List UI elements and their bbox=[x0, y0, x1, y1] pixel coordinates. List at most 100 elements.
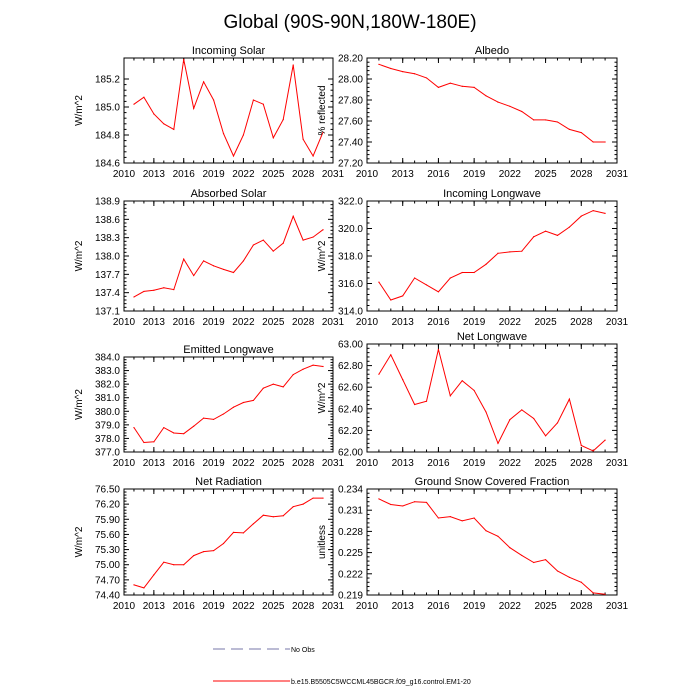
x-tick-label: 2022 bbox=[232, 458, 255, 469]
y-tick-label: 380.0 bbox=[95, 407, 120, 418]
legend-label-model: b.e15.B5505C5WCCML45BGCR.f09_g16.control… bbox=[291, 679, 471, 686]
data-point bbox=[497, 535, 499, 537]
y-tick-label: 378.0 bbox=[95, 434, 120, 445]
data-point bbox=[322, 497, 324, 499]
x-tick-label: 2010 bbox=[113, 169, 136, 180]
data-point bbox=[232, 531, 235, 534]
data-point bbox=[292, 374, 294, 376]
figure-title: Global (90S-90N,180W-180E) bbox=[223, 12, 476, 33]
x-tick-label: 2013 bbox=[143, 458, 166, 469]
x-tick-label: 2022 bbox=[499, 458, 522, 469]
data-point bbox=[242, 532, 245, 534]
data-point bbox=[544, 559, 547, 561]
data-point bbox=[521, 110, 523, 113]
x-tick-label: 2028 bbox=[570, 601, 593, 612]
data-point bbox=[153, 113, 155, 115]
data-point bbox=[378, 373, 380, 375]
data-point bbox=[282, 386, 284, 388]
data-point bbox=[449, 515, 451, 518]
panel-3: Absorbed Solar W/m^2 2010 2013 2016 2019 2022 2… bbox=[74, 188, 345, 328]
panel-frame bbox=[123, 200, 334, 312]
data-point bbox=[485, 263, 487, 265]
y-tick-label: 377.0 bbox=[95, 448, 120, 459]
data-point bbox=[292, 64, 294, 66]
data-point bbox=[302, 239, 304, 241]
data-point bbox=[133, 103, 135, 105]
x-tick-label: 2010 bbox=[113, 317, 136, 328]
x-tick-label: 2016 bbox=[427, 317, 450, 328]
data-point bbox=[212, 265, 215, 267]
data-point bbox=[183, 58, 185, 61]
x-tick-label: 2022 bbox=[499, 169, 522, 180]
x-tick-label: 2016 bbox=[173, 458, 196, 469]
data-point bbox=[568, 398, 570, 400]
data-point bbox=[262, 387, 264, 389]
y-axis-label: W/m^2 bbox=[74, 526, 85, 557]
y-tick-label: 137.1 bbox=[95, 307, 120, 318]
y-tick-label: 138.3 bbox=[95, 233, 120, 244]
data-point bbox=[509, 251, 511, 253]
data-point bbox=[556, 570, 559, 572]
panel-title: Incoming Longwave bbox=[443, 188, 541, 200]
panel-4: Incoming Longwave W/m^2 2010 2013 2016 2019 20… bbox=[317, 188, 629, 328]
data-point bbox=[580, 131, 582, 134]
data-point bbox=[437, 348, 440, 350]
series-line bbox=[133, 364, 324, 444]
x-tick-label: 2022 bbox=[499, 317, 522, 328]
data-point bbox=[378, 281, 380, 283]
y-tick-label: 184.8 bbox=[95, 131, 120, 142]
data-point bbox=[580, 215, 582, 217]
data-point bbox=[272, 250, 274, 252]
y-tick-label: 384.0 bbox=[95, 353, 120, 364]
y-tick-label: 184.6 bbox=[95, 159, 120, 170]
x-tick-label: 2028 bbox=[570, 317, 593, 328]
data-point bbox=[449, 395, 451, 397]
x-tick-label: 2010 bbox=[113, 458, 136, 469]
y-axis-label: W/m^2 bbox=[317, 240, 328, 271]
data-point bbox=[592, 450, 594, 452]
data-point bbox=[262, 239, 264, 241]
y-tick-label: 75.30 bbox=[95, 545, 120, 556]
x-tick-label: 2016 bbox=[173, 601, 196, 612]
data-point bbox=[203, 81, 205, 83]
x-tick-label: 2031 bbox=[606, 601, 629, 612]
x-tick-label: 2010 bbox=[356, 317, 379, 328]
y-tick-label: 76.50 bbox=[95, 485, 120, 496]
y-tick-label: 76.20 bbox=[95, 500, 120, 511]
x-tick-label: 2022 bbox=[232, 601, 255, 612]
data-point bbox=[544, 435, 547, 437]
data-point bbox=[222, 268, 225, 271]
data-point bbox=[183, 564, 185, 566]
y-tick-label: 27.60 bbox=[338, 117, 363, 128]
data-point bbox=[461, 271, 463, 274]
data-point bbox=[390, 503, 392, 506]
y-tick-label: 138.6 bbox=[95, 215, 120, 226]
y-tick-label: 185.2 bbox=[95, 75, 120, 86]
data-point bbox=[604, 593, 606, 595]
x-tick-label: 2028 bbox=[292, 458, 315, 469]
data-point bbox=[282, 515, 284, 517]
x-tick-label: 2019 bbox=[463, 458, 486, 469]
x-tick-label: 2025 bbox=[534, 169, 557, 180]
data-point bbox=[212, 418, 215, 421]
panel-frame bbox=[366, 57, 618, 164]
data-point bbox=[252, 244, 254, 246]
panel-frame bbox=[366, 343, 618, 453]
data-point bbox=[414, 73, 416, 75]
y-tick-label: 75.60 bbox=[95, 530, 120, 541]
data-point bbox=[497, 252, 499, 254]
series-line bbox=[378, 63, 606, 143]
x-tick-label: 2019 bbox=[202, 317, 225, 328]
data-point bbox=[390, 354, 392, 356]
y-tick-label: 0.234 bbox=[338, 485, 363, 496]
data-point bbox=[173, 128, 175, 130]
data-point bbox=[473, 86, 475, 88]
series-line bbox=[133, 214, 324, 298]
x-tick-label: 2031 bbox=[322, 458, 345, 469]
y-tick-label: 320.0 bbox=[338, 224, 363, 235]
panel-1: Incoming Solar W/m^2 2010 2013 2016 2019 2022 2… bbox=[74, 45, 345, 180]
y-tick-label: 138.9 bbox=[95, 197, 120, 208]
y-axis-label: W/m^2 bbox=[317, 382, 328, 413]
data-point bbox=[425, 284, 428, 286]
data-point bbox=[509, 547, 511, 549]
